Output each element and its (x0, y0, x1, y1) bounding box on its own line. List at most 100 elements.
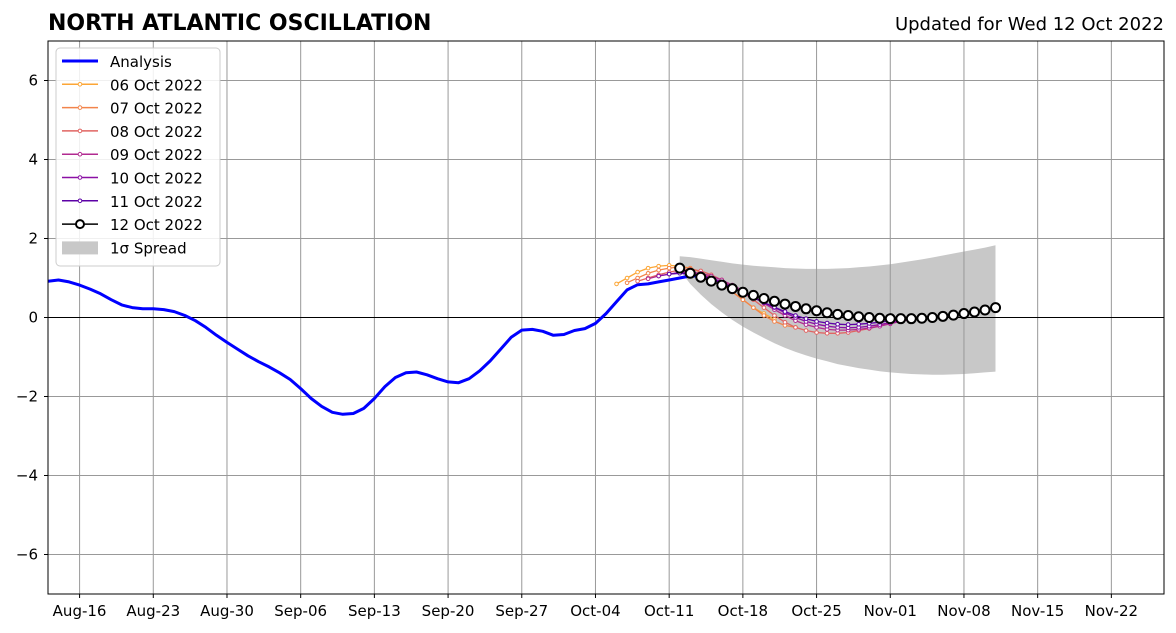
data-point (645, 276, 651, 282)
x-tick-label: Oct-11 (644, 602, 694, 620)
legend-item: 06 Oct 2022 (62, 76, 203, 94)
data-point (761, 305, 767, 310)
legend: Analysis 06 Oct 2022 07 Oct 2022 08 Oct 202… (55, 47, 221, 267)
legend-marker (77, 151, 83, 157)
x-tick-label: Nov-01 (864, 602, 917, 620)
legend-item: 07 Oct 2022 (62, 100, 203, 118)
data-point (853, 311, 865, 323)
x-tick-label: Sep-06 (274, 602, 327, 620)
data-point (695, 271, 707, 283)
data-point (635, 278, 640, 284)
legend-marker (77, 128, 83, 134)
data-point (666, 271, 672, 277)
data-point (624, 280, 630, 286)
data-point (779, 298, 791, 310)
legend-marker (75, 219, 85, 230)
legend-label: 06 Oct 2022 (110, 76, 203, 94)
x-tick-label: Nov-15 (1011, 602, 1064, 620)
chart-title: NORTH ATLANTIC OSCILLATION (48, 11, 431, 36)
data-point (842, 310, 854, 322)
data-point (645, 270, 651, 276)
data-point (740, 297, 746, 303)
series-analysis (47, 274, 712, 416)
data-point (782, 319, 788, 325)
data-point (926, 312, 938, 323)
legend-label: Analysis (110, 53, 172, 71)
data-point (674, 262, 686, 274)
data-point (635, 269, 640, 275)
data-point (916, 312, 928, 324)
legend-item: 08 Oct 2022 (62, 123, 203, 141)
legend-item: 11 Oct 2022 (62, 193, 203, 211)
data-point (832, 308, 844, 320)
data-point (990, 302, 1002, 314)
data-point (968, 306, 980, 318)
data-point (656, 273, 661, 279)
tick-layer: Aug-16 Aug-23 Aug-30 Sep-06 Sep-13 Sep-20 Sep-… (16, 72, 1138, 621)
chart-subtitle: Updated for Wed 12 Oct 2022 (895, 14, 1164, 35)
data-point (979, 304, 991, 316)
x-tick-label: Aug-16 (53, 602, 107, 620)
data-point (905, 313, 917, 325)
data-point (761, 313, 767, 318)
data-point (656, 263, 661, 269)
legend-box (55, 47, 221, 267)
data-point (814, 330, 819, 335)
data-point (726, 283, 738, 295)
x-tick-label: Aug-23 (126, 602, 180, 620)
x-tick-label: Sep-13 (348, 602, 401, 620)
y-tick-label: −6 (16, 546, 38, 564)
legend-marker (77, 82, 83, 87)
data-point (747, 289, 759, 301)
y-tick-label: 4 (28, 151, 38, 169)
x-tick-label: Oct-04 (570, 602, 620, 620)
data-point (874, 312, 886, 324)
data-point (758, 293, 770, 305)
data-point (824, 331, 830, 336)
data-point (958, 308, 970, 320)
data-point (782, 309, 788, 314)
data-point (684, 267, 696, 279)
y-tick-label: −4 (16, 467, 38, 485)
data-point (803, 328, 809, 333)
data-point (884, 313, 896, 325)
x-tick-label: Oct-18 (718, 602, 768, 620)
data-point (863, 312, 875, 323)
y-tick-label: 6 (28, 72, 38, 90)
data-point (814, 319, 819, 324)
x-tick-label: Nov-08 (937, 602, 990, 620)
legend-label: 12 Oct 2022 (110, 216, 203, 234)
legend-marker (77, 198, 83, 204)
data-point (656, 267, 661, 273)
data-point (793, 313, 798, 318)
data-point (811, 305, 823, 317)
data-point (645, 265, 651, 271)
data-point (624, 275, 630, 281)
data-point (800, 303, 812, 315)
data-point (790, 300, 802, 312)
data-point (947, 309, 959, 321)
series-layer (47, 262, 1002, 416)
legend-label: 11 Oct 2022 (110, 193, 203, 211)
legend-item: 12 Oct 2022 (62, 216, 203, 234)
data-point (856, 321, 861, 327)
legend-marker (77, 105, 83, 110)
legend-label: 08 Oct 2022 (110, 123, 203, 141)
legend-item: 1σ Spread (62, 239, 187, 257)
legend-item: Analysis (62, 53, 172, 71)
legend-label: 09 Oct 2022 (110, 146, 203, 164)
legend-item: 09 Oct 2022 (62, 146, 203, 164)
data-point (793, 325, 798, 330)
data-point (768, 295, 780, 307)
data-point (716, 279, 728, 291)
data-point (835, 321, 840, 327)
legend-label: 1σ Spread (110, 239, 187, 257)
x-tick-label: Oct-25 (791, 602, 841, 620)
data-point (772, 319, 777, 324)
x-tick-label: Nov-22 (1085, 602, 1138, 620)
y-tick-label: 0 (28, 309, 38, 327)
series-12-oct-2022 (674, 262, 1002, 325)
data-point (937, 310, 949, 322)
x-tick-label: Sep-27 (495, 602, 548, 620)
